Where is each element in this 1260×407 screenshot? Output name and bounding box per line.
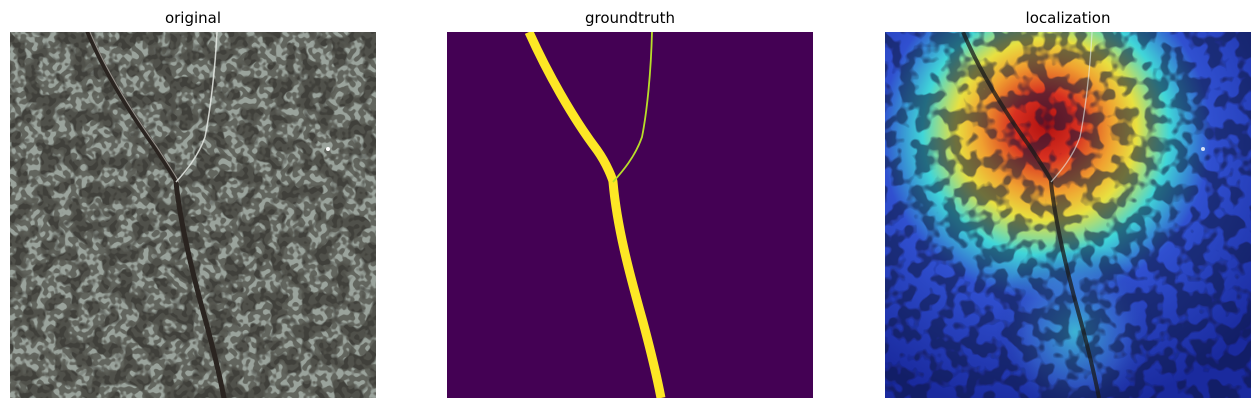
panel-title: original [164,9,222,27]
panel-title: localization [1025,9,1111,27]
panel-title: groundtruth [584,9,675,27]
crack-main [85,32,227,398]
mask-crack-main [524,32,666,398]
crack-branch [175,32,218,183]
original-image [10,32,376,398]
panel-groundtruth: groundtruth [447,0,813,407]
mask-crack-branch [612,32,653,183]
groundtruth-mask [447,32,813,398]
panel-localization: localization [885,0,1251,407]
panel-original: original [10,0,376,407]
localization-heatmap [885,32,1251,398]
